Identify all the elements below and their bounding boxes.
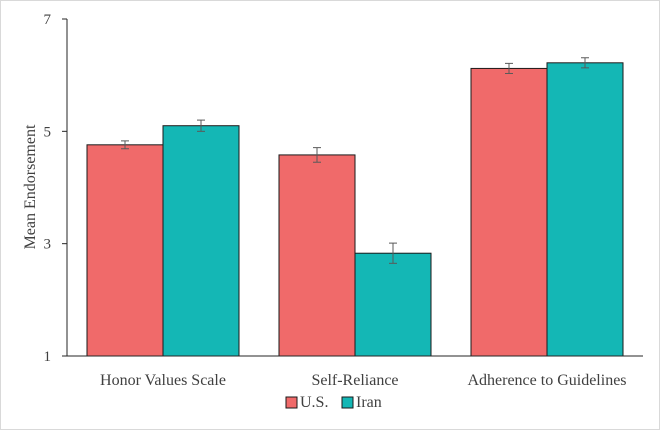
bar-iran-1 [354,252,432,357]
y-tick-label: 5 [44,124,52,140]
bars-layer [86,57,624,357]
y-tick-label: 1 [44,349,52,365]
x-tick-label: Honor Values Scale [100,372,226,389]
y-tick-label: 7 [44,12,52,28]
labels-layer: Honor Values Scale Self-Reliance Adherence… [100,372,626,389]
bar-iran-2 [546,62,624,357]
legend-swatch [341,396,354,409]
legend-label: Iran [356,394,382,411]
bar-us-1 [278,154,356,357]
error-bar [389,242,397,264]
error-bar [313,147,321,163]
error-bar [505,62,513,74]
x-tick-label: Self-Reliance [311,372,398,389]
bar-iran-0 [162,125,240,357]
y-tick-label: 3 [44,237,52,253]
legend-swatch [285,396,298,409]
x-tick-label: Adherence to Guidelines [467,372,626,389]
error-bar [197,119,205,132]
legend-label: U.S. [300,394,328,411]
bar-us-2 [470,67,548,357]
legend-item: Iran [341,394,382,411]
y-axis-title: Mean Endorsement [22,124,39,249]
legend: U.S. Iran [285,394,382,411]
axis-layer: 1 3 5 7 [44,12,643,365]
bar-us-0 [86,144,164,357]
error-bar [121,140,129,150]
error-bar [581,57,589,69]
legend-item: U.S. [285,394,328,411]
